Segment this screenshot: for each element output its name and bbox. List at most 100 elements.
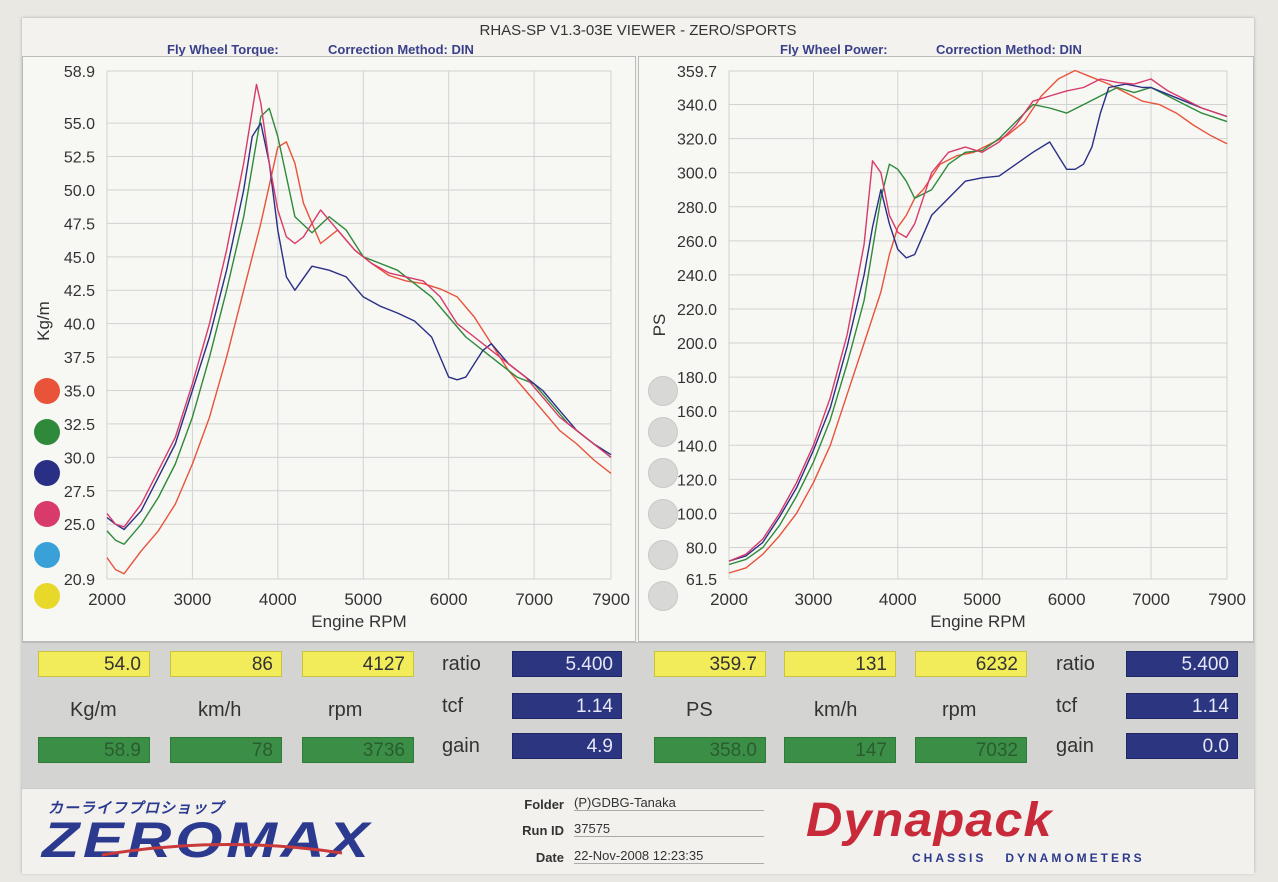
y-axis-label: PS bbox=[650, 314, 669, 337]
ratio-value: 5.400 bbox=[512, 651, 622, 677]
run-dot-green[interactable] bbox=[34, 419, 60, 445]
run-id-label: Run ID bbox=[522, 823, 564, 838]
power-compare-value: 358.0 bbox=[654, 737, 766, 763]
run-dot-slot[interactable] bbox=[648, 581, 678, 611]
power-chart: 359.7 340.0 320.0 300.0 280.0 260.0 240.0 220.0… bbox=[650, 64, 1246, 631]
power-tcf-label: tcf bbox=[1056, 695, 1078, 717]
y-tick-label: 220.0 bbox=[677, 302, 717, 319]
torque-panel: 58.9 55.0 52.5 50.0 47.5 45.0 42.5 40.0 37.5 35.0… bbox=[22, 56, 636, 642]
rpm-unit-label: rpm bbox=[328, 699, 363, 721]
y-axis-label: Kg/m bbox=[34, 301, 53, 341]
tcf-value: 1.14 bbox=[512, 693, 622, 719]
gain-label: gain bbox=[442, 735, 480, 757]
y-tick-label: 359.7 bbox=[677, 64, 717, 81]
y-tick-label: 45.0 bbox=[64, 250, 95, 267]
power-panel: 359.7 340.0 320.0 300.0 280.0 260.0 240.0 220.0… bbox=[638, 56, 1254, 642]
power-ratio-label: ratio bbox=[1056, 653, 1095, 675]
x-axis-label: Engine RPM bbox=[930, 612, 1025, 631]
series-line-2 bbox=[106, 107, 612, 545]
y-tick-label: 120.0 bbox=[677, 472, 717, 489]
run-dot-pink[interactable] bbox=[34, 501, 60, 527]
x-tick-label: 5000 bbox=[963, 590, 1001, 609]
x-tick-label: 3000 bbox=[794, 590, 832, 609]
tcf-label: tcf bbox=[442, 695, 464, 717]
torque-peak-value: 54.0 bbox=[38, 651, 150, 677]
readout-bar: 54.0 86 4127 Kg/m km/h rpm 58.9 78 3736 … bbox=[22, 642, 1254, 788]
power-speed-unit-label: km/h bbox=[814, 699, 858, 721]
y-tick-label: 40.0 bbox=[64, 317, 95, 334]
dyno-sheet: RHAS-SP V1.3-03E VIEWER - ZERO/SPORTS Fl… bbox=[22, 18, 1254, 874]
x-tick-label: 7900 bbox=[592, 590, 630, 609]
power-gain-label: gain bbox=[1056, 735, 1094, 757]
y-tick-label: 30.0 bbox=[64, 450, 95, 467]
run-dot-slot[interactable] bbox=[648, 458, 678, 488]
y-tick-label: 80.0 bbox=[686, 540, 717, 557]
logo-swoosh bbox=[101, 843, 343, 857]
power-peak-value: 359.7 bbox=[654, 651, 766, 677]
folder-value: (P)GDBG-Tanaka bbox=[574, 795, 764, 811]
y-tick-label: 55.0 bbox=[64, 116, 95, 133]
y-tick-label: 180.0 bbox=[677, 370, 717, 387]
y-tick-label: 260.0 bbox=[677, 234, 717, 251]
x-tick-label: 4000 bbox=[879, 590, 917, 609]
dynapack-wordmark: Dynapack bbox=[806, 794, 1053, 847]
run-dot-yellow[interactable] bbox=[34, 583, 60, 609]
y-tick-label: 52.5 bbox=[64, 150, 95, 167]
y-tick-label: 340.0 bbox=[677, 98, 717, 115]
y-tick-label: 160.0 bbox=[677, 404, 717, 421]
x-axis-label: Engine RPM bbox=[311, 612, 406, 631]
power-tcf-value: 1.14 bbox=[1126, 693, 1238, 719]
power-gain-value: 0.0 bbox=[1126, 733, 1238, 759]
y-tick-label: 140.0 bbox=[677, 438, 717, 455]
y-tick-label: 240.0 bbox=[677, 268, 717, 285]
series-line-3 bbox=[728, 83, 1228, 562]
power-speed-value: 131 bbox=[784, 651, 896, 677]
y-tick-label: 20.9 bbox=[64, 572, 95, 589]
x-tick-label: 7000 bbox=[515, 590, 553, 609]
y-tick-label: 50.0 bbox=[64, 183, 95, 200]
speed-unit-label: km/h bbox=[198, 699, 242, 721]
report-footer: カーライフプロショップ ZEROMAX Folder (P)GDBG-Tanak… bbox=[22, 788, 1254, 874]
run-dot-red[interactable] bbox=[34, 378, 60, 404]
x-tick-label: 4000 bbox=[259, 590, 297, 609]
date-value: 22-Nov-2008 12:23:35 bbox=[574, 848, 764, 864]
x-tick-label: 6000 bbox=[1048, 590, 1086, 609]
series-line-1 bbox=[728, 69, 1228, 574]
x-tick-label: 3000 bbox=[174, 590, 212, 609]
torque-rpm-value: 4127 bbox=[302, 651, 414, 677]
y-tick-label: 320.0 bbox=[677, 132, 717, 149]
series-line-4 bbox=[106, 83, 612, 528]
y-tick-label: 300.0 bbox=[677, 166, 717, 183]
zeromax-logo: カーライフプロショップ ZEROMAX bbox=[42, 795, 502, 868]
run-dot-slot[interactable] bbox=[648, 417, 678, 447]
torque-chart: 58.9 55.0 52.5 50.0 47.5 45.0 42.5 40.0 37.5 35.0… bbox=[34, 64, 630, 631]
run-dot-slot[interactable] bbox=[648, 540, 678, 570]
y-tick-label: 61.5 bbox=[686, 572, 717, 589]
run-dot-blue[interactable] bbox=[34, 460, 60, 486]
y-tick-label: 25.0 bbox=[64, 517, 95, 534]
power-ratio-value: 5.400 bbox=[1126, 651, 1238, 677]
y-tick-label: 27.5 bbox=[64, 484, 95, 501]
run-dot-slot[interactable] bbox=[648, 376, 678, 406]
y-tick-label: 32.5 bbox=[64, 417, 95, 434]
y-tick-label: 280.0 bbox=[677, 200, 717, 217]
left-chart-header: Fly Wheel Torque: bbox=[167, 42, 279, 57]
y-tick-label: 35.0 bbox=[64, 384, 95, 401]
y-tick-label: 37.5 bbox=[64, 350, 95, 367]
right-chart-header: Fly Wheel Power: bbox=[780, 42, 888, 57]
rpm-compare-value: 3736 bbox=[302, 737, 414, 763]
run-dot-slot[interactable] bbox=[648, 499, 678, 529]
logo-wordmark: ZEROMAX bbox=[42, 812, 373, 868]
left-correction-method: Correction Method: DIN bbox=[328, 42, 474, 57]
x-tick-label: 7000 bbox=[1132, 590, 1170, 609]
x-tick-label: 6000 bbox=[430, 590, 468, 609]
series-line-2 bbox=[728, 86, 1228, 566]
run-id-value: 37575 bbox=[574, 821, 764, 837]
power-speed-compare-value: 147 bbox=[784, 737, 896, 763]
run-dot-cyan[interactable] bbox=[34, 542, 60, 568]
dynapack-logo: Dynapack CHASSIS DYNAMOMETERS bbox=[806, 793, 1226, 869]
date-label: Date bbox=[535, 850, 564, 865]
y-tick-label: 42.5 bbox=[64, 283, 95, 300]
folder-label: Folder bbox=[524, 797, 564, 812]
torque-speed-value: 86 bbox=[170, 651, 282, 677]
